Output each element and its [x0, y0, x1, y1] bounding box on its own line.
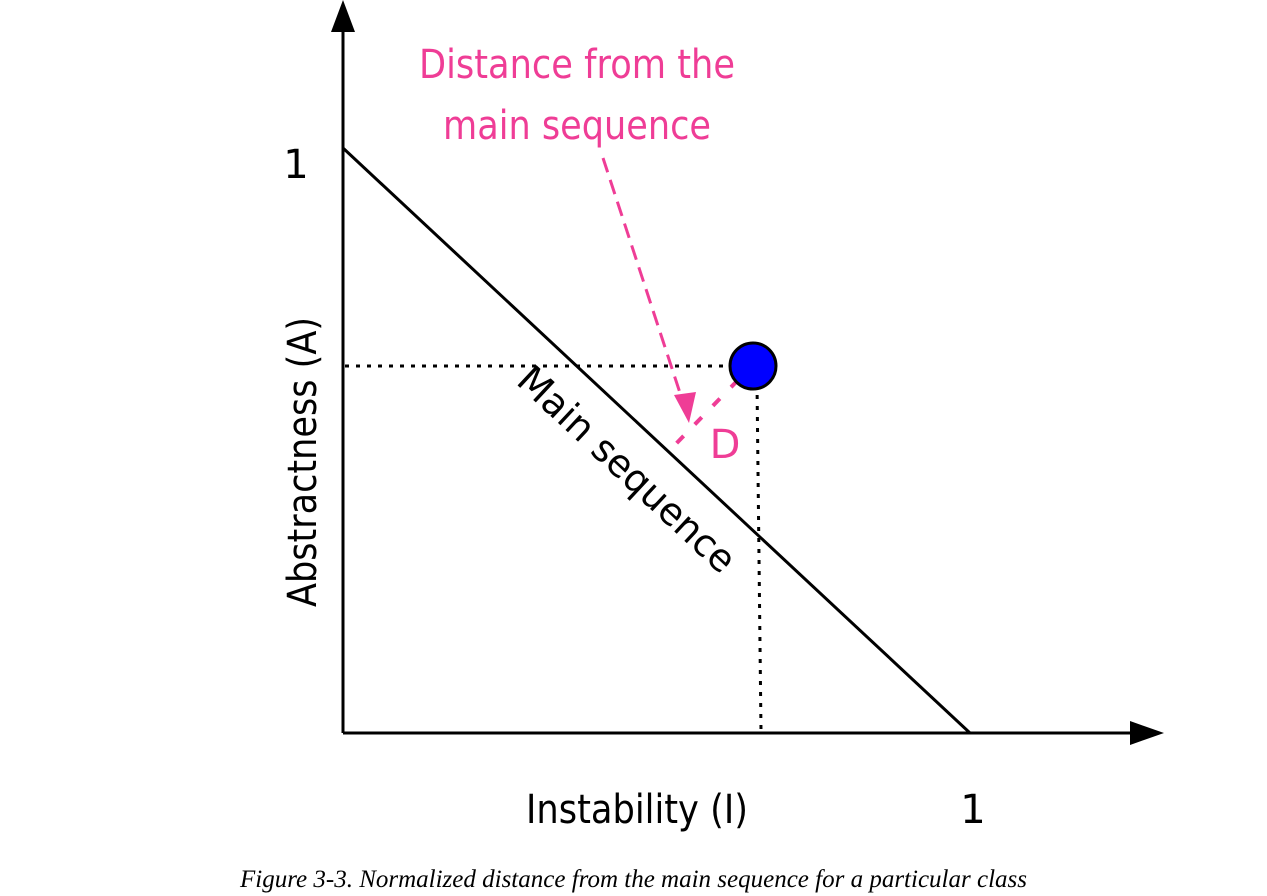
main-sequence-label: Main sequence: [509, 357, 745, 582]
x-axis-label: Instability (I): [526, 787, 748, 833]
main-sequence-line: [341, 146, 972, 735]
y-axis-arrowhead: [331, 0, 355, 32]
y-axis-label: Abstractness (A): [280, 317, 326, 607]
callout-text-line1: Distance from the: [419, 42, 735, 88]
vertical-projection-line: [755, 383, 763, 732]
callout-arrow-line: [601, 157, 683, 397]
x-axis-arrowhead: [1130, 721, 1164, 745]
y-tick-label-1: 1: [283, 142, 308, 188]
distance-label: D: [710, 422, 741, 468]
callout-text-line2: main sequence: [443, 103, 711, 149]
x-tick-label-1: 1: [960, 787, 985, 833]
class-point: [728, 341, 778, 391]
callout-arrowhead: [674, 392, 696, 423]
figure-caption: Figure 3-3. Normalized distance from the…: [240, 866, 1027, 893]
main-sequence-diagram: 1 1 Instability (I) Abstractness (A) Mai…: [280, 0, 1164, 833]
distance-line: [666, 378, 740, 454]
